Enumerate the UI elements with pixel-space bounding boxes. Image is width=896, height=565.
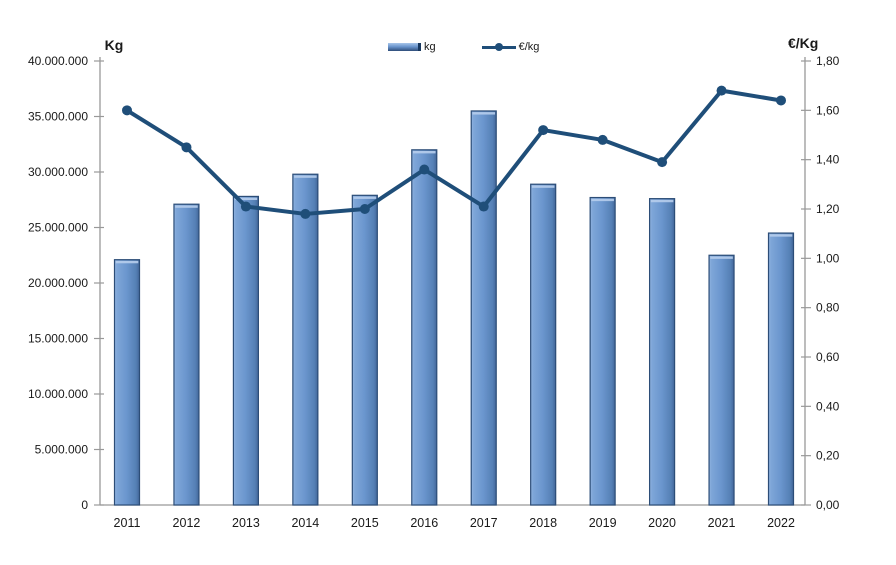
legend-item-kg: kg: [388, 41, 436, 53]
x-axis-label-2014: 2014: [291, 516, 319, 530]
left-axis-tick-label: 15.000.000: [28, 332, 88, 346]
bar-2017: [470, 110, 497, 506]
bar-top-highlight: [294, 175, 317, 178]
bar-top-highlight: [175, 205, 198, 208]
left-axis-tick-label: 10.000.000: [28, 387, 88, 401]
marker-2016: [419, 164, 430, 175]
bar-top-highlight: [412, 151, 436, 154]
bar-2016: [411, 149, 438, 506]
bar-top-highlight: [710, 256, 733, 259]
marker-2020: [657, 157, 668, 168]
marker-2014: [300, 208, 311, 219]
marker-2017: [478, 201, 489, 212]
left-axis-tick-label: 35.000.000: [28, 110, 88, 124]
x-axis-label-2017: 2017: [470, 516, 498, 530]
left-axis-tick-label: 30.000.000: [28, 165, 88, 179]
bar-2020: [648, 198, 676, 506]
right-axis-tick-label: 1,80: [816, 54, 840, 68]
left-axis-title: Kg: [104, 37, 124, 53]
legend-label-eur-per-kg: €/kg: [518, 41, 540, 53]
right-axis-tick-label: 1,20: [816, 202, 840, 216]
bar-2013: [232, 195, 260, 506]
bar-top-highlight: [650, 199, 674, 203]
right-axis-title: €/Kg: [788, 35, 819, 51]
left-axis-tick-label: 0: [81, 498, 88, 512]
left-axis-tick-label: 5.000.000: [35, 443, 89, 457]
bar-series-swatch-icon: [388, 43, 421, 51]
marker-2011: [122, 105, 132, 116]
legend-item-eur-per-kg: €/kg: [481, 41, 540, 53]
bar-top-highlight: [531, 185, 555, 188]
x-axis-label-2015: 2015: [351, 516, 379, 530]
legend-label-kg: kg: [424, 41, 436, 53]
bar-2012: [173, 203, 200, 506]
bar-top-highlight: [472, 112, 496, 115]
bar-2022: [767, 232, 795, 506]
left-axis-tick-label: 25.000.000: [28, 221, 88, 235]
bar-top-highlight: [234, 197, 258, 201]
right-axis-tick-label: 0,80: [816, 301, 840, 315]
x-axis-label-2011: 2011: [114, 516, 141, 530]
marker-2019: [597, 134, 608, 145]
right-axis-tick-label: 1,60: [816, 103, 840, 117]
bar-2014: [292, 173, 319, 506]
bar-top-highlight: [591, 198, 614, 202]
x-axis-label-2019: 2019: [589, 516, 617, 530]
right-axis-tick-label: 0,40: [816, 399, 840, 413]
marker-2022: [776, 95, 786, 106]
right-axis-tick-label: 0,60: [816, 350, 840, 364]
marker-2013: [240, 201, 251, 212]
x-axis-label-2021: 2021: [708, 516, 736, 530]
right-axis-tick-label: 1,40: [816, 153, 840, 167]
left-axis-tick-label: 40.000.000: [28, 54, 88, 68]
bar-2018: [530, 183, 557, 506]
bar-2015: [351, 194, 378, 506]
x-axis-label-2013: 2013: [232, 516, 260, 530]
chart-legend: kg €/kg: [388, 41, 539, 53]
left-axis-tick-label: 20.000.000: [28, 276, 88, 290]
bar-top-highlight: [353, 196, 377, 199]
right-axis-tick-label: 0,20: [816, 449, 840, 463]
x-axis-label-2022: 2022: [767, 516, 795, 530]
line-series-swatch-icon: [481, 42, 516, 52]
x-axis-label-2018: 2018: [529, 516, 557, 530]
marker-2021: [716, 85, 727, 96]
marker-2012: [181, 142, 192, 153]
bar-2021: [708, 254, 735, 506]
x-axis-label-2016: 2016: [410, 516, 438, 530]
marker-2018: [538, 125, 549, 136]
bar-top-highlight: [115, 260, 139, 264]
marker-2015: [359, 204, 370, 214]
right-axis-tick-label: 1,00: [816, 251, 840, 265]
x-axis-label-2012: 2012: [173, 516, 201, 530]
bar-2019: [589, 196, 616, 506]
bar-top-highlight: [769, 234, 793, 237]
price-line: [125, 88, 783, 216]
right-axis-tick-label: 0,00: [816, 498, 840, 512]
bar-2011: [113, 259, 141, 506]
x-axis-label-2020: 2020: [648, 516, 676, 530]
